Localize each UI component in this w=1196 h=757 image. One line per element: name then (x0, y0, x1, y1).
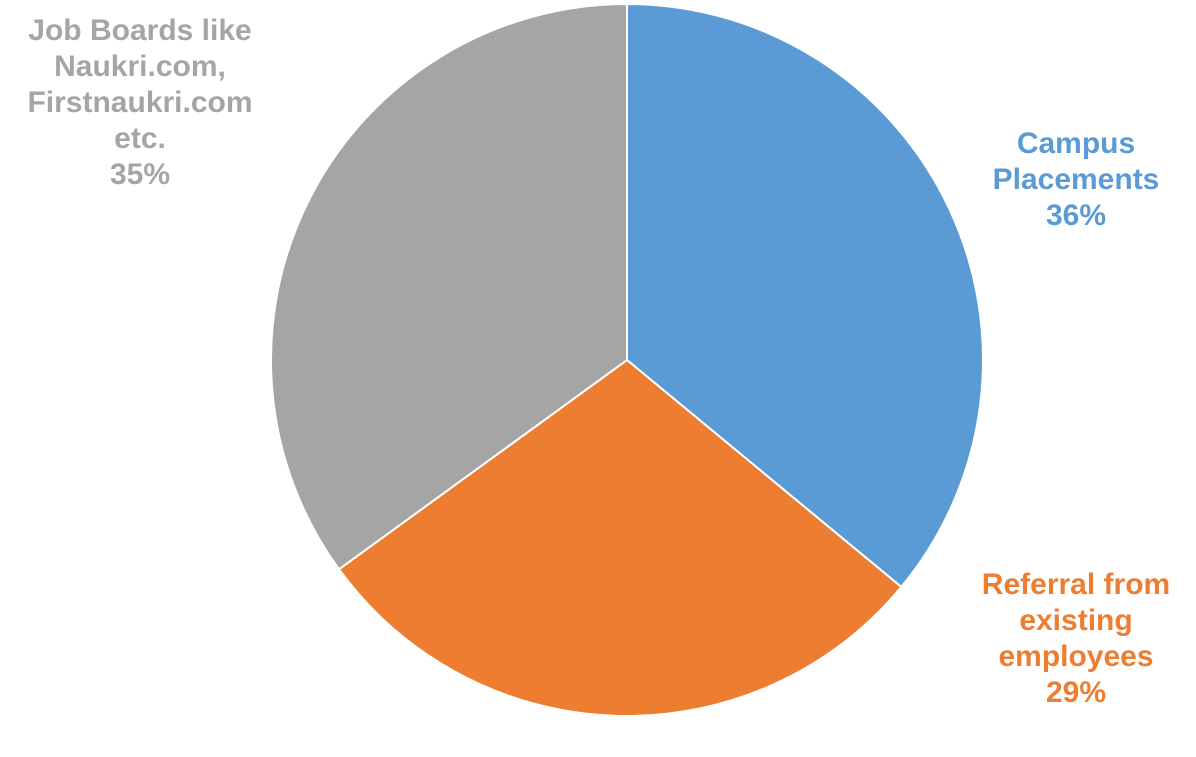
data-label-0: Campus Placements 36% (993, 127, 1160, 232)
data-label-line: Referral from (982, 568, 1170, 601)
pie-slices (270, 2, 984, 717)
pie-slice-2 (270, 2, 628, 571)
data-label-value: 29% (1046, 676, 1106, 709)
data-label-value: 35% (110, 158, 170, 191)
data-label-line: employees (998, 640, 1153, 673)
data-label-line: Campus (1017, 127, 1135, 160)
data-label-value: 36% (1046, 199, 1106, 232)
data-label-line: Job Boards like (28, 14, 251, 47)
pie-slice-0 (626, 2, 984, 589)
pie-labels: Campus Placements 36% Referral from existing… (27, 14, 1170, 709)
data-label-line: existing (1019, 604, 1132, 637)
pie-slice-1 (337, 358, 903, 717)
data-label-line: Naukri.com, (54, 50, 226, 83)
data-label-line: Placements (993, 163, 1160, 196)
data-label-2: Job Boards like Naukri.com, Firstnaukri.co… (27, 14, 252, 191)
data-label-1: Referral from existing employees 29% (982, 568, 1170, 709)
data-label-line: Firstnaukri.com (27, 86, 252, 119)
data-label-line: etc. (114, 122, 166, 155)
